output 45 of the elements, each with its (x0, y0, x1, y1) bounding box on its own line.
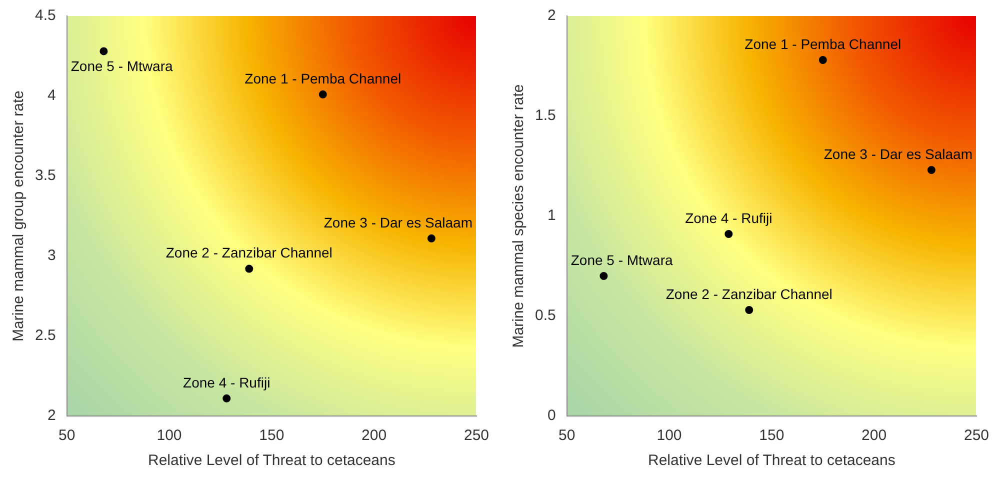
point (927, 166, 936, 174)
point (818, 56, 827, 64)
y-tick-label: 0 (548, 407, 556, 424)
annotation: Zone 4 - Rufiji (685, 210, 772, 226)
annotation: Zone 5 - Mtwara (570, 252, 673, 268)
x-tick-label: 150 (259, 427, 284, 444)
x-tick-label: 50 (58, 427, 76, 444)
y-tick-label: 0.5 (534, 307, 556, 324)
annotation: Zone 3 - Dar es Salaam (824, 146, 972, 162)
x-axis-title: Relative Level of Threat to cetaceans (148, 452, 396, 470)
x-tick-label: 100 (156, 427, 182, 444)
x-axis-title: Relative Level of Threat to cetaceans (648, 452, 896, 470)
annotation: Zone 5 - Mtwara (70, 58, 173, 74)
x-tick-label: 200 (862, 427, 887, 444)
annotation: Zone 1 - Pemba Channel (244, 70, 402, 86)
y-tick-label: 2 (548, 7, 556, 24)
y-axis-title: Marine mammal species encounter rate (510, 84, 528, 348)
y-tick-label: 2.5 (34, 327, 56, 344)
annotation: Zone 1 - Pemba Channel (744, 36, 902, 52)
point (724, 230, 733, 238)
y-tick-label: 3 (48, 247, 56, 264)
point (318, 90, 327, 98)
point (745, 306, 754, 314)
y-axis-title: Marine mammal group encounter rate (10, 90, 28, 342)
y-tick-label: 4 (48, 87, 56, 104)
point (600, 272, 608, 280)
y-tick-label: 1 (548, 207, 556, 224)
annotation: Zone 3 - Dar es Salaam (324, 214, 472, 230)
annotation: Zone 4 - Rufiji (183, 374, 270, 390)
x-tick-label: 250 (964, 427, 989, 444)
point (245, 264, 254, 273)
x-tick-label: 150 (759, 427, 784, 444)
y-tick-label: 1.5 (534, 107, 556, 124)
x-tick-label: 200 (362, 427, 387, 444)
point (100, 47, 108, 56)
y-tick-label: 4.5 (34, 7, 56, 24)
point (222, 394, 231, 402)
x-tick-label: 100 (656, 427, 682, 444)
point (427, 234, 436, 242)
y-tick-label: 2 (48, 407, 56, 424)
y-tick-label: 3.5 (34, 167, 56, 184)
annotation: Zone 2 - Zanzibar Channel (166, 244, 332, 261)
x-tick-label: 50 (558, 427, 576, 444)
x-tick-label: 250 (464, 427, 489, 444)
annotation: Zone 2 - Zanzibar Channel (666, 286, 832, 302)
